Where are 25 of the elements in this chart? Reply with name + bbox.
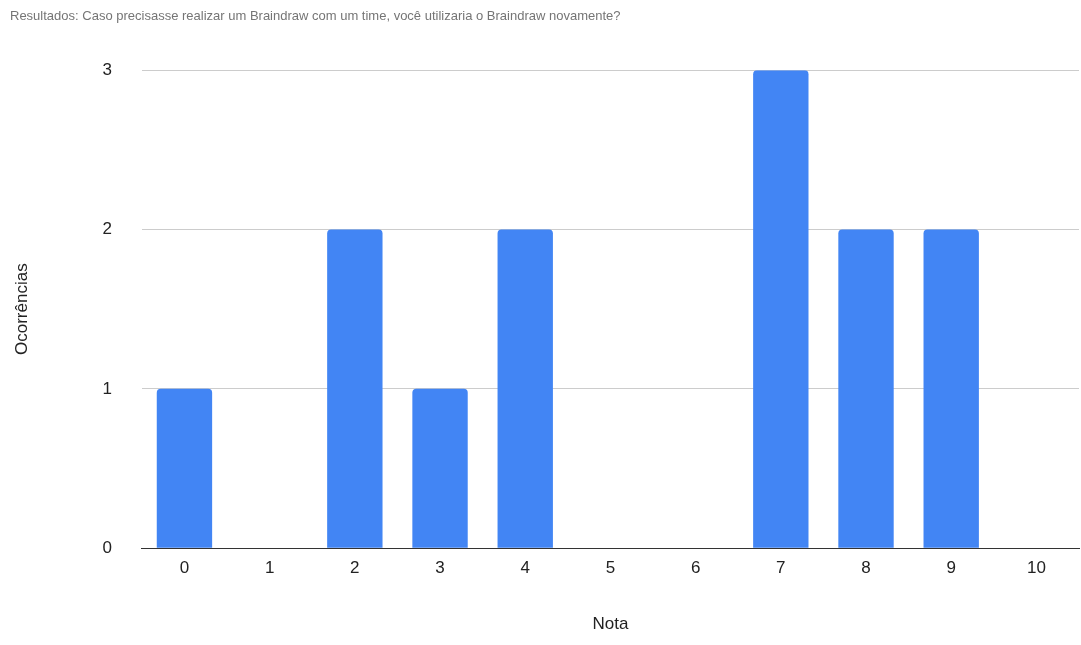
- bar: [923, 229, 979, 548]
- bar: [497, 229, 553, 548]
- x-axis-title: Nota: [592, 614, 629, 634]
- x-tick-label: 3: [435, 558, 445, 578]
- y-tick-label: 1: [102, 378, 112, 398]
- y-tick-label: 2: [102, 219, 112, 239]
- y-tick-label: 3: [102, 59, 112, 79]
- x-tick-label: 5: [605, 558, 616, 578]
- x-tick-label: 1: [264, 558, 275, 578]
- chart-title: Resultados: Caso precisasse realizar um Braindraw com um time, você utilizaria o Braindraw novamente?: [10, 8, 621, 23]
- bar: [838, 229, 894, 548]
- bar: [412, 388, 468, 548]
- x-tick-label: 8: [861, 558, 871, 578]
- bar: [327, 229, 383, 548]
- y-tick-label: 0: [102, 537, 112, 557]
- x-tick-label: 0: [179, 558, 190, 578]
- bar: [753, 70, 809, 548]
- x-tick-label: 10: [1026, 558, 1046, 578]
- x-tick-label: 6: [690, 558, 701, 578]
- x-tick-label: 9: [946, 558, 956, 578]
- x-tick-label: 7: [776, 558, 786, 578]
- y-axis-title: Ocorrências: [11, 263, 31, 356]
- x-tick-label: 4: [520, 558, 530, 578]
- bar: [156, 388, 213, 548]
- x-tick-label: 2: [350, 558, 360, 578]
